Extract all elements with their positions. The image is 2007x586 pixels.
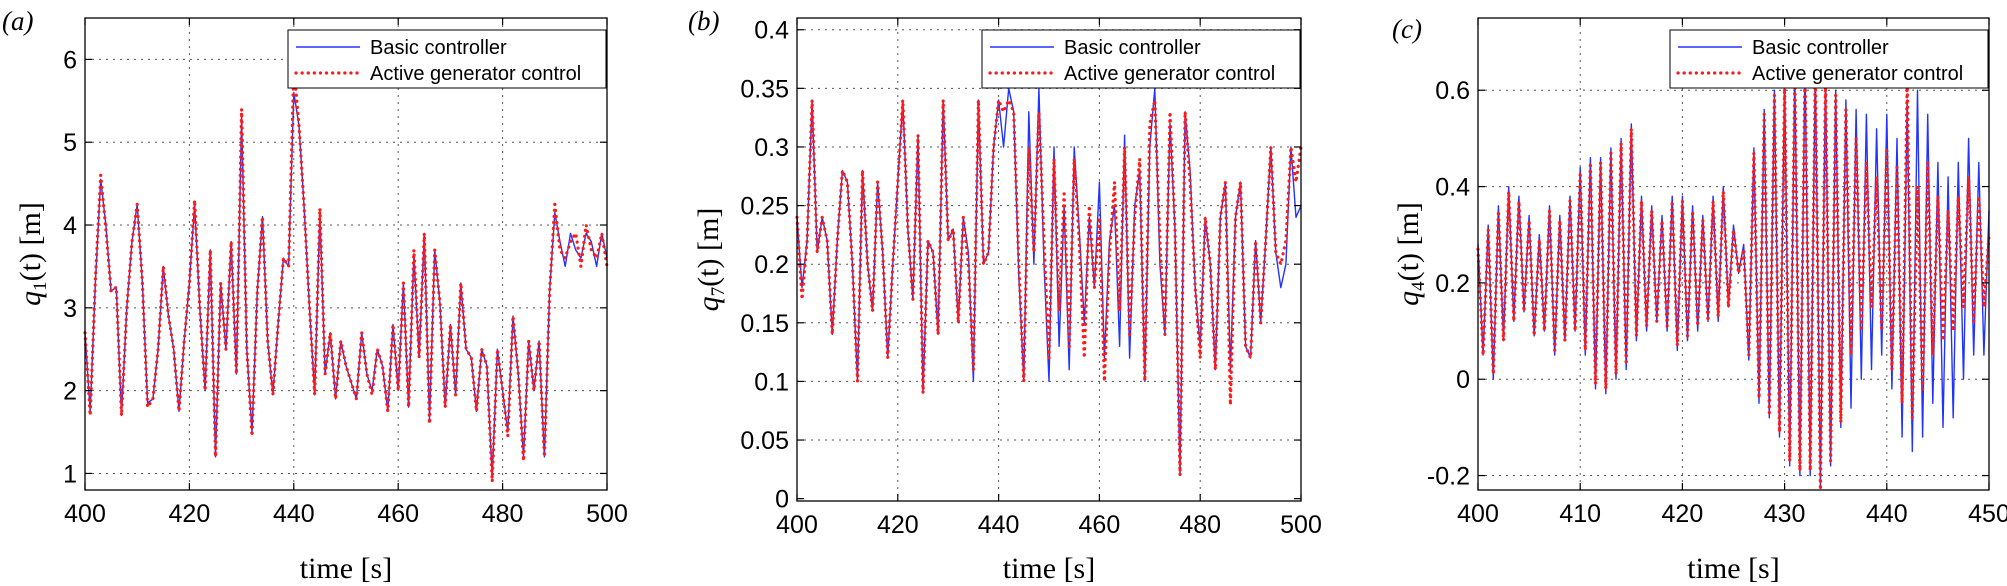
y-tick-label: 6 xyxy=(63,46,77,74)
y-tick-label: 5 xyxy=(63,129,77,157)
x-tick-label: 420 xyxy=(169,500,211,528)
y-tick-label: 0.05 xyxy=(740,427,789,455)
legend-entry-basic-controller: Basic controller xyxy=(1752,37,1889,59)
x-tick-label: 430 xyxy=(1764,500,1806,528)
legend-entry-active-generator-control: Active generator control xyxy=(370,63,581,85)
y-tick-label: 0.2 xyxy=(1435,270,1470,298)
plot-frame xyxy=(1477,17,1990,491)
y-axis-label-rest: (t) [m] xyxy=(1392,202,1425,281)
y-tick-label: -0.2 xyxy=(1427,463,1470,491)
y-tick-label: 0.15 xyxy=(740,310,789,338)
series-line-basic-controller xyxy=(1477,60,1990,486)
x-tick-label: 460 xyxy=(1079,511,1121,539)
series-line-basic-controller xyxy=(84,91,608,479)
legend-box xyxy=(1669,29,1989,89)
plot-frame xyxy=(84,17,608,491)
y-axis-label-subscript: 1 xyxy=(30,281,51,291)
legend-box xyxy=(287,29,607,89)
legend-entry-active-generator-control: Active generator control xyxy=(1752,63,1963,85)
x-axis-label: time [s] xyxy=(1687,552,1779,585)
y-tick-label: 0.35 xyxy=(740,75,789,103)
x-tick-label: 480 xyxy=(482,500,524,528)
y-tick-label: 0.4 xyxy=(1435,174,1470,202)
chart-panel-3: 400 410 420 430 440 450 -0.2 0 0.2 0.4 0.6 time [s]… xyxy=(1392,14,2007,585)
x-tick-label: 500 xyxy=(586,500,628,528)
y-axis-label-rest: (t) [m] xyxy=(14,202,47,281)
x-tick-label: 420 xyxy=(877,511,919,539)
legend-box xyxy=(981,29,1301,89)
legend: Basic controller Active generator control xyxy=(981,29,1301,89)
x-tick-label: 400 xyxy=(64,500,106,528)
legend: Basic controller Active generator control xyxy=(287,29,607,89)
y-axis-label: q7(t) [m] xyxy=(692,208,729,312)
y-tick-label: 4 xyxy=(63,212,77,240)
series-line-active-generator-control xyxy=(795,98,1303,477)
x-axis-label: time [s] xyxy=(1003,552,1095,585)
x-tick-label: 450 xyxy=(1968,500,2007,528)
panel-label: (c) xyxy=(1392,14,1422,44)
legend-entry-basic-controller: Basic controller xyxy=(1064,37,1201,59)
y-axis-label-subscript: 4 xyxy=(1408,281,1429,291)
chart-panel-2: 400 420 440 460 480 500 0 0.05 0.1 0.15 0.2 0.25 0.3… xyxy=(688,6,1322,585)
x-tick-label: 440 xyxy=(273,500,315,528)
y-tick-label: 0.6 xyxy=(1435,77,1470,105)
x-tick-label: 420 xyxy=(1662,500,1704,528)
x-tick-label: 440 xyxy=(978,511,1020,539)
y-tick-label: 1 xyxy=(63,460,77,488)
y-axis-label-subscript: 7 xyxy=(708,287,729,297)
x-tick-label: 460 xyxy=(377,500,419,528)
y-tick-label: 0.2 xyxy=(754,251,789,279)
legend-entry-basic-controller: Basic controller xyxy=(370,37,507,59)
x-axis-label: time [s] xyxy=(300,552,392,585)
y-tick-label: 0.25 xyxy=(740,193,789,221)
x-tick-label: 500 xyxy=(1280,511,1322,539)
y-tick-label: 3 xyxy=(63,295,77,323)
y-tick-label: 0.4 xyxy=(754,17,789,45)
y-axis-label-variable: q xyxy=(692,296,725,311)
panel-label: (b) xyxy=(688,6,719,36)
x-tick-label: 410 xyxy=(1559,500,1601,528)
series-line-active-generator-control xyxy=(83,66,609,484)
x-tick-label: 440 xyxy=(1866,500,1908,528)
y-tick-label: 0 xyxy=(775,486,789,514)
series-line-basic-controller xyxy=(796,87,1302,476)
x-tick-label: 480 xyxy=(1179,511,1221,539)
legend-entry-active-generator-control: Active generator control xyxy=(1064,63,1275,85)
y-tick-label: 0.1 xyxy=(754,368,789,396)
x-tick-label: 400 xyxy=(776,511,818,539)
y-axis-label-variable: q xyxy=(14,291,47,306)
y-axis-label: q1(t) [m] xyxy=(14,202,51,306)
panel-label: (a) xyxy=(2,6,33,36)
x-tick-label: 400 xyxy=(1457,500,1499,528)
y-axis-label-variable: q xyxy=(1392,291,1425,306)
plot-frame xyxy=(796,17,1302,502)
y-axis-label: q4(t) [m] xyxy=(1392,202,1429,306)
y-tick-label: 0.3 xyxy=(754,134,789,162)
legend: Basic controller Active generator control xyxy=(1669,29,1989,89)
y-axis-label-rest: (t) [m] xyxy=(692,208,725,287)
y-tick-label: 0 xyxy=(1456,366,1470,394)
y-tick-label: 2 xyxy=(63,378,77,406)
